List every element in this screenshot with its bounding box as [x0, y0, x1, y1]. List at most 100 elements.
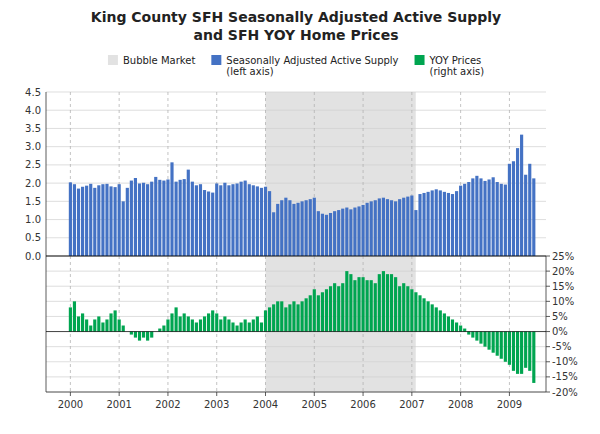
bar — [398, 286, 401, 331]
axis-line — [546, 256, 547, 392]
bar — [179, 180, 182, 256]
bar — [260, 322, 263, 331]
bar — [77, 189, 80, 256]
bar — [272, 212, 275, 256]
bar — [524, 175, 527, 256]
bar — [77, 316, 80, 331]
bar — [463, 329, 466, 332]
bar — [142, 183, 145, 256]
bar — [313, 198, 316, 256]
bar — [118, 319, 121, 331]
tick-label: 2003 — [204, 399, 229, 410]
bar — [122, 201, 125, 256]
bar — [398, 199, 401, 256]
tick-mark — [546, 271, 550, 272]
grid-line — [46, 392, 546, 393]
bar — [410, 196, 413, 256]
bar — [105, 319, 108, 331]
text-line: King County SFH Seasonally Adjusted Acti… — [91, 9, 501, 25]
bar — [528, 332, 531, 371]
bar — [483, 332, 486, 347]
zero-line — [46, 331, 546, 332]
bar — [325, 215, 328, 256]
bar — [276, 301, 279, 331]
tick-label: 4.0 — [25, 105, 41, 116]
bar — [443, 192, 446, 256]
bar — [520, 332, 523, 374]
bar — [150, 332, 153, 338]
bar — [504, 332, 507, 362]
bar — [203, 316, 206, 331]
bar — [370, 201, 373, 256]
bar — [353, 208, 356, 256]
bar — [345, 208, 348, 256]
legend-item: YOY Prices(right axis) — [415, 55, 485, 77]
bar — [207, 313, 210, 331]
tick-mark — [460, 392, 461, 396]
bar — [183, 313, 186, 331]
bar — [463, 184, 466, 256]
tick-label: 1.5 — [25, 196, 41, 207]
chart: King County SFH Seasonally Adjusted Acti… — [0, 0, 600, 434]
bar — [317, 295, 320, 331]
bar — [240, 182, 243, 256]
bar — [317, 211, 320, 256]
bar — [366, 280, 369, 331]
grid-line — [46, 201, 546, 202]
axis-line — [46, 392, 546, 393]
bar — [276, 204, 279, 256]
bar — [187, 316, 190, 331]
tick-label: 2008 — [448, 399, 473, 410]
bar — [309, 199, 312, 256]
grid-line — [46, 376, 546, 377]
bar — [211, 310, 214, 331]
tick-label: -20% — [552, 387, 578, 398]
bar — [114, 187, 117, 256]
grid-line — [46, 219, 546, 220]
bar — [406, 197, 409, 256]
bar — [382, 271, 385, 331]
bar — [451, 319, 454, 331]
grid-line — [46, 286, 546, 287]
bar — [487, 332, 490, 350]
bar — [244, 181, 247, 256]
bar — [211, 193, 214, 256]
legend-item: Seasonally Adjusted Active Supply(left a… — [211, 55, 398, 77]
tick-mark — [70, 392, 71, 396]
tick-label: 2000 — [58, 399, 83, 410]
bar — [309, 295, 312, 331]
legend-label: Bubble Market — [123, 55, 195, 66]
bar — [467, 182, 470, 256]
bar — [443, 313, 446, 331]
bar — [431, 190, 434, 256]
tick-label: 25% — [552, 251, 574, 262]
bar — [81, 187, 84, 256]
bar — [524, 332, 527, 368]
bar — [240, 322, 243, 331]
tick-mark — [411, 392, 412, 396]
bar — [187, 170, 190, 256]
bar — [406, 286, 409, 331]
bar — [471, 332, 474, 338]
bar — [520, 135, 523, 256]
bar — [199, 184, 202, 256]
bar — [422, 298, 425, 331]
bar — [175, 307, 178, 331]
tick-mark — [509, 392, 510, 396]
grid-line — [46, 346, 546, 347]
bar — [467, 332, 470, 335]
bar — [378, 198, 381, 256]
text-line: and SFH YOY Home Prices — [194, 27, 399, 43]
bar — [199, 319, 202, 331]
tick-label: 10% — [552, 296, 574, 307]
bar — [252, 185, 255, 256]
bar — [496, 332, 499, 356]
bar — [223, 183, 226, 256]
grid-line — [46, 237, 546, 238]
bar — [256, 316, 259, 331]
tick-mark — [546, 286, 550, 287]
bar — [301, 301, 304, 331]
tick-label: 4.5 — [25, 87, 41, 98]
bar — [382, 198, 385, 256]
bar — [483, 181, 486, 256]
